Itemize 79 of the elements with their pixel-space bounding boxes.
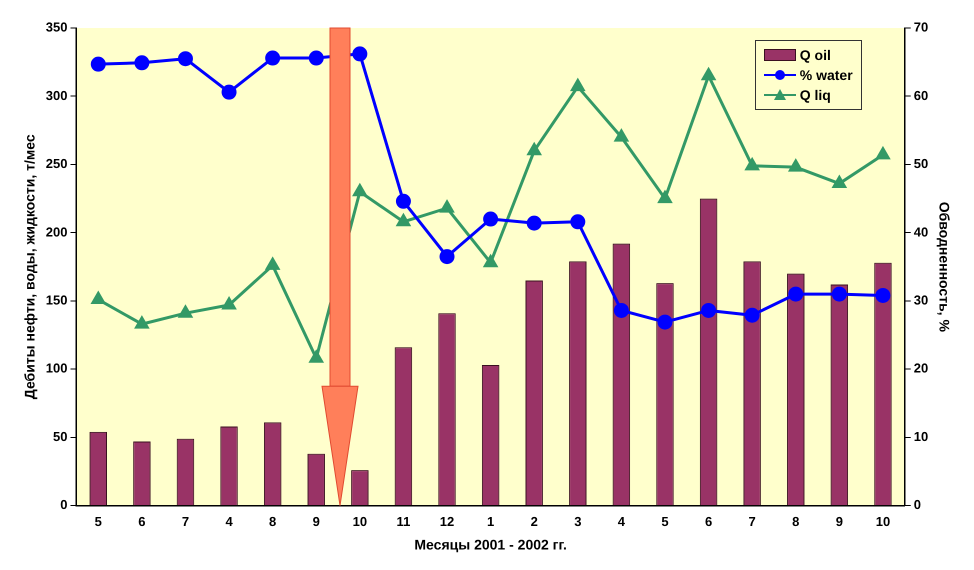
legend-label: % water — [800, 67, 853, 83]
x-tick-label: 9 — [836, 514, 843, 529]
point — [90, 56, 106, 72]
y2-tick-label: 0 — [914, 497, 921, 512]
y-tick-label: 50 — [53, 428, 68, 444]
y2-tick-label: 30 — [914, 292, 928, 308]
y2-tick-label: 50 — [914, 156, 928, 172]
point — [571, 79, 584, 92]
x-tick-label: 1 — [487, 514, 494, 529]
y2-axis-title: Обводненность, % — [936, 202, 953, 332]
point — [614, 302, 629, 318]
point — [876, 147, 890, 160]
point — [265, 50, 280, 66]
y2-tick-label: 60 — [914, 88, 928, 103]
point — [178, 306, 192, 318]
x-tick-label: 6 — [138, 514, 146, 529]
y-tick-label: 150 — [46, 292, 68, 308]
point — [266, 258, 280, 270]
point — [570, 214, 586, 230]
point — [832, 176, 846, 188]
point — [832, 286, 847, 302]
x-tick-label: 7 — [182, 514, 190, 529]
y-tick-label: 350 — [46, 20, 68, 35]
x-tick-label: 2 — [530, 514, 538, 529]
x-tick-label: 6 — [704, 514, 712, 529]
point — [484, 255, 498, 268]
point — [134, 55, 150, 70]
x-tick-label: 10 — [352, 514, 368, 529]
y-tick-label: 250 — [46, 156, 68, 172]
y2-tick-label: 70 — [914, 20, 928, 35]
point — [440, 249, 455, 264]
point — [744, 308, 760, 323]
point — [745, 158, 759, 170]
point — [178, 51, 193, 66]
point — [658, 191, 672, 204]
point — [396, 194, 411, 209]
y2-tick-label: 20 — [914, 360, 928, 376]
y-tick-label: 300 — [46, 88, 68, 103]
point — [875, 288, 890, 303]
x-tick-label: 4 — [225, 514, 234, 529]
x-tick-label: 9 — [312, 514, 320, 529]
point — [92, 292, 105, 304]
y-tick-label: 200 — [46, 224, 68, 240]
y-axis-title: Дебиты нефти, воды, жидкости, т/мес — [21, 134, 38, 400]
x-tick-label: 5 — [94, 514, 102, 529]
point — [789, 160, 802, 172]
y-tick-label: 0 — [60, 497, 68, 512]
point — [352, 46, 368, 62]
point — [135, 316, 149, 329]
point — [614, 130, 628, 142]
point — [702, 68, 716, 80]
point — [353, 184, 367, 196]
legend-label: Q liq — [800, 87, 831, 103]
x-axis-title: Месяцы 2001 - 2002 гг. — [414, 536, 567, 552]
y2-tick-label: 10 — [914, 428, 928, 444]
point — [528, 143, 541, 156]
point — [310, 350, 323, 363]
point — [308, 50, 324, 66]
point — [526, 216, 542, 231]
x-tick-label: 5 — [661, 514, 669, 529]
point — [440, 200, 454, 213]
x-tick-label: 11 — [396, 514, 410, 529]
point — [788, 286, 804, 302]
point — [657, 314, 672, 330]
point — [222, 298, 236, 310]
x-tick-label: 8 — [792, 514, 800, 529]
x-tick-label: 4 — [618, 514, 626, 529]
x-tick-label: 3 — [574, 514, 582, 529]
point — [222, 84, 237, 100]
legend-label: Q oil — [800, 47, 831, 63]
x-tick-label: 7 — [748, 514, 756, 529]
y-tick-label: 100 — [46, 360, 68, 376]
point — [483, 212, 498, 227]
y2-tick-label: 40 — [914, 224, 928, 240]
point — [396, 214, 410, 226]
x-tick-label: 12 — [440, 514, 454, 529]
x-tick-label: 8 — [269, 514, 276, 529]
x-tick-label: 10 — [876, 514, 890, 529]
point — [701, 302, 716, 318]
